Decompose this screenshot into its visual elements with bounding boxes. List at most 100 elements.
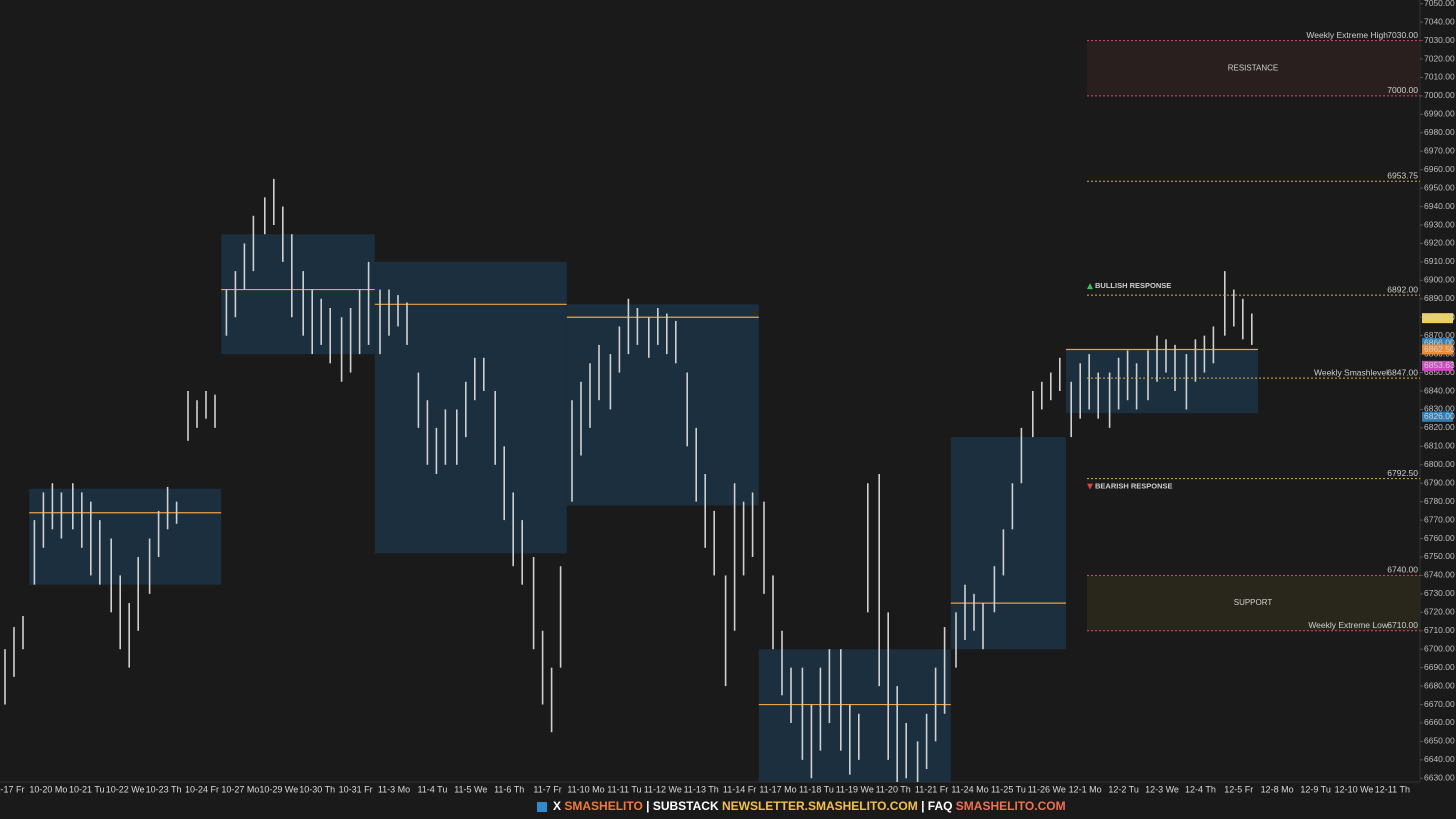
y-tick-label: 6970.00 [1424,145,1455,155]
y-tick-label: 6840.00 [1424,385,1455,395]
x-tick-label: 11-7 Fr [533,784,561,794]
x-tick-label: 12-8 Mo [1261,784,1294,794]
x-tick-label: 10-27 Mo [221,784,259,794]
value-area [221,234,375,355]
price-tag [1422,344,1453,355]
x-tick-label: 11-20 Th [876,784,911,794]
x-tick-label: 12-5 Fr [1224,784,1253,794]
level-value: 6847.00 [1387,367,1418,377]
y-tick-label: 6960.00 [1424,164,1455,174]
x-tick-label: 11-14 Fr [723,784,756,794]
y-tick-label: 6830.00 [1424,404,1455,414]
x-tick-label: 12-9 Tu [1300,784,1331,794]
y-tick-label: 7020.00 [1424,53,1455,63]
y-tick-label: 6680.00 [1424,680,1455,690]
y-tick-label: 6750.00 [1424,551,1455,561]
y-tick-label: 6640.00 [1424,754,1455,764]
level-value: 7030.00 [1387,30,1418,40]
price-tag [1422,313,1453,324]
x-tick-label: 11-24 Mo [951,784,988,794]
y-tick-label: 6800.00 [1424,459,1455,469]
price-tag [1422,411,1453,422]
price-tag [1422,360,1453,371]
price-tag-label: 6879.50 [1424,312,1455,322]
value-area [950,437,1066,650]
level-value: 6892.00 [1387,284,1418,294]
y-tick-label: 6630.00 [1424,773,1455,783]
footer-link[interactable]: SMASHELITO.COM [956,799,1066,813]
x-tick-label: 11-18 Tu [799,784,834,794]
y-tick-label: 6660.00 [1424,717,1455,727]
response-label: BULLISH RESPONSE [1095,281,1171,290]
level-value: 6792.50 [1387,468,1418,478]
separator: | [643,799,653,813]
y-tick-label: 6690.00 [1424,662,1455,672]
value-area [1066,350,1258,414]
y-tick-label: 6740.00 [1424,570,1455,580]
x-tick-label: 11-11 Tu [607,784,641,794]
y-tick-label: 7050.00 [1424,0,1455,8]
level-value: 6740.00 [1387,565,1418,575]
x-tick-label: 11-25 Tu [991,784,1026,794]
price-tag-label: 6866.00 [1424,337,1455,347]
y-tick-label: 6940.00 [1424,201,1455,211]
y-tick-label: 6810.00 [1424,441,1455,451]
y-tick-label: 6900.00 [1424,275,1455,285]
footer-link[interactable]: SMASHELITO [564,799,642,813]
x-tick-label: 11-6 Th [494,784,524,794]
value-area [374,261,567,554]
y-tick-label: 6650.00 [1424,736,1455,746]
x-tick-label: 12-10 We [1335,784,1374,794]
response-label: BEARISH RESPONSE [1095,482,1173,491]
y-tick-label: 6920.00 [1424,238,1455,248]
x-tick-label: 11-4 Tu [417,784,447,794]
price-tag-label: 6826.00 [1424,411,1455,421]
x-tick-label: 11-13 Th [684,784,719,794]
y-tick-label: 7000.00 [1424,90,1455,100]
x-tick-label: 12-3 We [1145,784,1179,794]
y-tick-label: 6950.00 [1424,182,1455,192]
level-name: Weekly Smashlevel [1314,367,1388,377]
x-tick-label: 11-17 Mo [759,784,796,794]
y-tick-label: 7040.00 [1424,16,1455,26]
y-tick-label: 6790.00 [1424,477,1455,487]
x-tick-label: 10-23 Th [146,784,182,794]
footer-label: X [553,799,561,813]
x-tick-label: 10-22 We [106,784,145,794]
y-tick-label: 6700.00 [1424,643,1455,653]
y-tick-label: 6760.00 [1424,533,1455,543]
y-tick-label: 7030.00 [1424,35,1455,45]
response-marker [1087,283,1093,290]
price-tag [1422,338,1453,349]
zone [1087,575,1420,631]
price-tag-label: 6853.63 [1424,360,1455,370]
x-tick-label: 10-29 We [259,784,298,794]
x-tick-label: 11-21 Fr [915,784,948,794]
x-tick-label: 10-31 Fr [339,784,373,794]
x-tick-label: 10-30 Th [299,784,335,794]
zone-label: SUPPORT [1234,598,1273,607]
separator: | [918,799,928,813]
x-tick-label: 11-12 We [644,784,682,794]
x-icon [537,802,547,812]
x-tick-label: 11-10 Mo [567,784,604,794]
y-tick-label: 6890.00 [1424,293,1455,303]
y-tick-label: 6990.00 [1424,109,1455,119]
y-tick-label: 6730.00 [1424,588,1455,598]
zone [1087,40,1420,96]
price-tag-label: 6862.50 [1424,344,1455,354]
y-tick-label: 6670.00 [1424,699,1455,709]
level-name: Weekly Extreme High [1306,30,1388,40]
x-tick-label: 11-5 We [454,784,487,794]
x-tick-label: 12-2 Tu [1108,784,1139,794]
value-area [758,649,951,782]
y-tick-label: 6710.00 [1424,625,1455,635]
footer-label: FAQ [928,799,953,813]
y-tick-label: 6930.00 [1424,219,1455,229]
footer-text: X SMASHELITO | SUBSTACK NEWSLETTER.SMASH… [553,799,1066,813]
x-tick-label: 10-21 Tu [69,784,105,794]
footer: X SMASHELITO | SUBSTACK NEWSLETTER.SMASH… [537,799,1066,813]
footer-link[interactable]: NEWSLETTER.SMASHELITO.COM [722,799,918,813]
